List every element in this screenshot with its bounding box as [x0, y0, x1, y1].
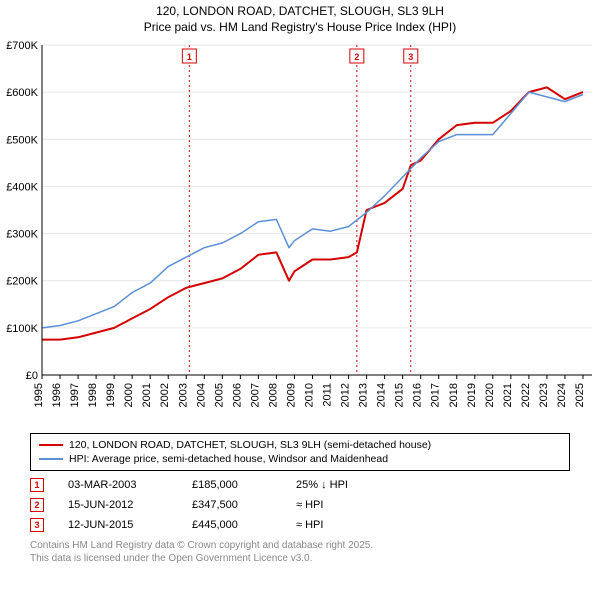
svg-text:2023: 2023 — [538, 383, 550, 407]
sale-marker: 3 — [30, 518, 44, 532]
svg-text:2: 2 — [354, 52, 359, 62]
svg-text:1: 1 — [187, 52, 192, 62]
svg-text:2002: 2002 — [159, 383, 171, 407]
sale-price: £445,000 — [192, 519, 272, 531]
svg-text:£300K: £300K — [6, 229, 38, 241]
svg-text:£200K: £200K — [6, 276, 38, 288]
legend-label-2: HPI: Average price, semi-detached house,… — [69, 453, 388, 465]
legend-item-2: HPI: Average price, semi-detached house,… — [39, 452, 561, 466]
svg-text:£500K: £500K — [6, 134, 38, 146]
svg-text:2016: 2016 — [412, 383, 424, 407]
legend: 120, LONDON ROAD, DATCHET, SLOUGH, SL3 9… — [30, 433, 570, 471]
svg-text:2012: 2012 — [340, 383, 352, 407]
svg-text:2017: 2017 — [430, 383, 442, 407]
svg-text:£400K: £400K — [6, 182, 38, 194]
svg-text:1997: 1997 — [69, 383, 81, 407]
svg-text:2005: 2005 — [213, 383, 225, 407]
svg-text:2010: 2010 — [303, 383, 315, 407]
svg-text:2015: 2015 — [394, 383, 406, 407]
title-line-2: Price paid vs. HM Land Registry's House … — [0, 20, 600, 36]
svg-text:2022: 2022 — [520, 383, 532, 407]
title-line-1: 120, LONDON ROAD, DATCHET, SLOUGH, SL3 9… — [0, 4, 600, 20]
legend-swatch-2 — [39, 458, 63, 460]
svg-text:2009: 2009 — [285, 383, 297, 407]
svg-text:2011: 2011 — [322, 383, 334, 407]
sale-row: 2 15-JUN-2012 £347,500 ≈ HPI — [30, 495, 570, 515]
svg-text:2014: 2014 — [376, 383, 388, 407]
svg-text:2008: 2008 — [267, 383, 279, 407]
sale-row: 3 12-JUN-2015 £445,000 ≈ HPI — [30, 515, 570, 535]
sale-delta: ≈ HPI — [296, 519, 376, 531]
sale-date: 12-JUN-2015 — [68, 519, 168, 531]
legend-item-1: 120, LONDON ROAD, DATCHET, SLOUGH, SL3 9… — [39, 438, 561, 452]
svg-text:2020: 2020 — [484, 383, 496, 407]
sale-date: 15-JUN-2012 — [68, 499, 168, 511]
attribution: Contains HM Land Registry data © Crown c… — [30, 539, 570, 565]
attribution-line-2: This data is licensed under the Open Gov… — [30, 552, 570, 565]
svg-text:1995: 1995 — [33, 383, 45, 407]
svg-text:1996: 1996 — [51, 383, 63, 407]
svg-text:£0: £0 — [26, 370, 38, 382]
sale-events-table: 1 03-MAR-2003 £185,000 25% ↓ HPI 2 15-JUN-201… — [30, 475, 570, 535]
svg-text:2007: 2007 — [249, 383, 261, 407]
sale-delta: ≈ HPI — [296, 499, 376, 511]
sale-delta: 25% ↓ HPI — [296, 479, 376, 491]
svg-text:2024: 2024 — [556, 383, 568, 407]
legend-label-1: 120, LONDON ROAD, DATCHET, SLOUGH, SL3 9… — [69, 439, 431, 451]
svg-text:2019: 2019 — [466, 383, 478, 407]
svg-text:2000: 2000 — [123, 383, 135, 407]
sale-date: 03-MAR-2003 — [68, 479, 168, 491]
svg-text:£700K: £700K — [6, 40, 38, 52]
attribution-line-1: Contains HM Land Registry data © Crown c… — [30, 539, 570, 552]
legend-swatch-1 — [39, 444, 63, 446]
svg-text:2013: 2013 — [358, 383, 370, 407]
svg-text:3: 3 — [408, 52, 413, 62]
svg-text:2025: 2025 — [574, 383, 586, 407]
svg-text:£600K: £600K — [6, 87, 38, 99]
svg-text:2001: 2001 — [141, 383, 153, 407]
chart-plot-area: £0 £100K £200K £300K £400K £500K £600K £700K 1 2 3… — [0, 37, 600, 427]
svg-text:1998: 1998 — [87, 383, 99, 407]
svg-text:2004: 2004 — [195, 383, 207, 407]
svg-text:2006: 2006 — [231, 383, 243, 407]
sale-marker: 1 — [30, 478, 44, 492]
sale-row: 1 03-MAR-2003 £185,000 25% ↓ HPI — [30, 475, 570, 495]
svg-text:1999: 1999 — [105, 383, 117, 407]
sale-price: £347,500 — [192, 499, 272, 511]
sale-price: £185,000 — [192, 479, 272, 491]
sale-marker: 2 — [30, 498, 44, 512]
svg-text:£100K: £100K — [6, 323, 38, 335]
svg-text:2003: 2003 — [177, 383, 189, 407]
svg-text:2021: 2021 — [502, 383, 514, 407]
chart-title: 120, LONDON ROAD, DATCHET, SLOUGH, SL3 9… — [0, 0, 600, 37]
svg-text:2018: 2018 — [448, 383, 460, 407]
